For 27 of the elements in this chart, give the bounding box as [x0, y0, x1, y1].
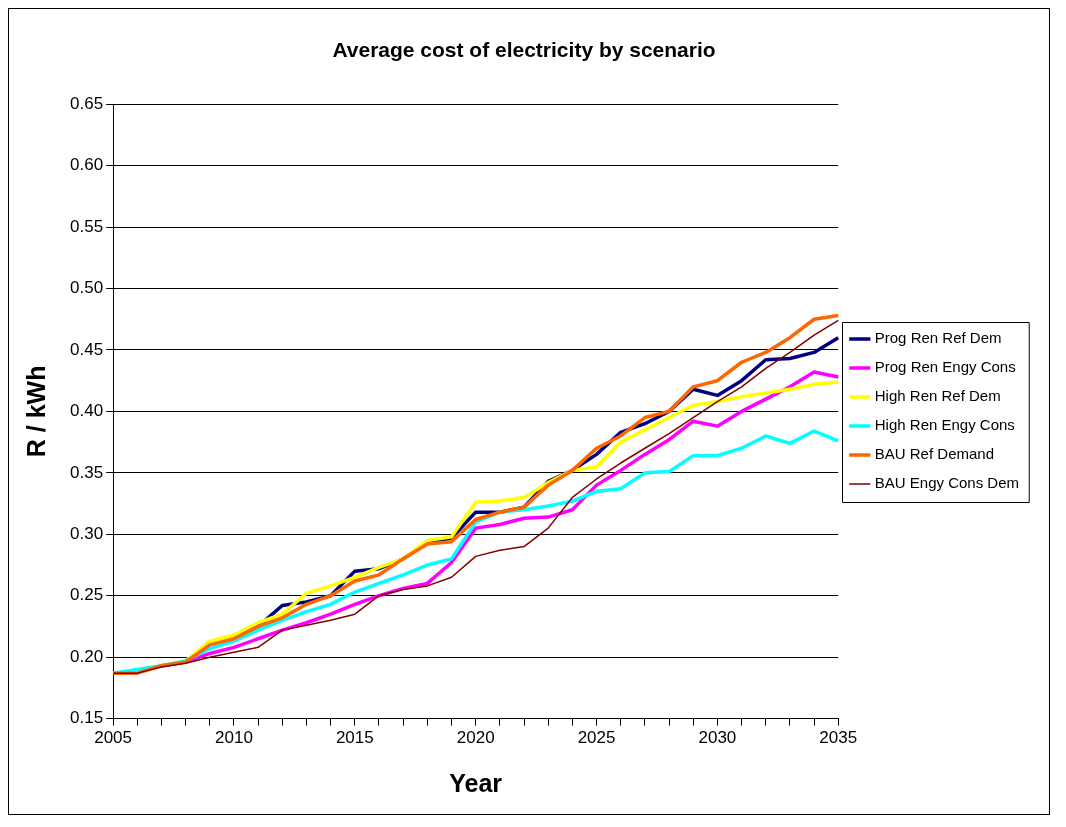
x-axis-title: Year: [449, 768, 503, 797]
y-axis-title: R / kWh: [21, 365, 50, 458]
x-tick-label: 2025: [577, 728, 616, 748]
y-tick-label: 0.55: [69, 216, 104, 236]
legend-label: BAU Engy Cons Dem: [874, 474, 1020, 492]
legend-label: BAU Ref Demand: [874, 445, 994, 463]
y-tick-label: 0.20: [69, 646, 104, 666]
y-tick-label: 0.30: [69, 523, 104, 543]
legend-label: High Ren Ref Dem: [874, 387, 1001, 405]
legend-label: Prog Ren Ref Dem: [874, 329, 1002, 347]
x-tick-label: 2030: [698, 728, 737, 748]
y-tick-label: 0.40: [69, 401, 104, 421]
x-tick-label: 2020: [456, 728, 495, 748]
y-tick-label: 0.50: [69, 278, 104, 298]
y-tick-label: 0.65: [69, 93, 104, 113]
y-tick-label: 0.15: [69, 708, 104, 728]
x-tick-label: 2015: [335, 728, 374, 748]
y-tick-label: 0.25: [69, 585, 104, 605]
x-tick-label: 2010: [215, 728, 253, 748]
x-tick-label: 2035: [819, 728, 858, 748]
y-tick-label: 0.35: [69, 462, 104, 482]
y-tick-label: 0.60: [69, 155, 104, 175]
x-tick-label: 2005: [94, 728, 132, 748]
chart-title: Average cost of electricity by scenario: [332, 38, 716, 62]
y-tick-label: 0.45: [69, 339, 104, 359]
legend-label: High Ren Engy Cons: [874, 416, 1015, 434]
legend-label: Prog Ren Engy Cons: [874, 358, 1016, 376]
